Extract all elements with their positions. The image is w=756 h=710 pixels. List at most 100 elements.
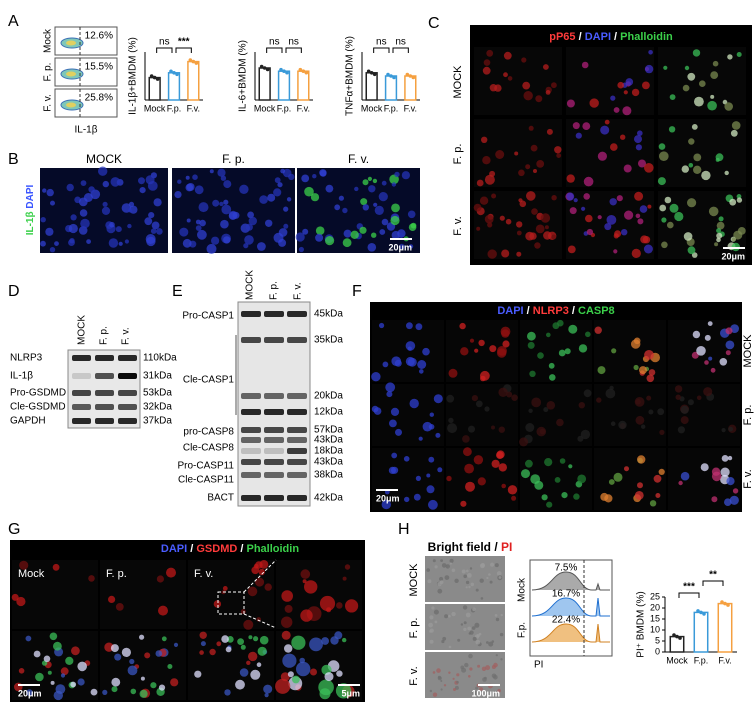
cell <box>287 671 294 678</box>
cell <box>60 667 69 676</box>
sig-bracket <box>156 47 173 53</box>
cell <box>399 243 405 250</box>
cell <box>192 174 198 180</box>
cell <box>46 188 54 197</box>
y-tick-label: 0 <box>655 646 660 656</box>
cell <box>691 351 699 359</box>
x-tick-label: F.v. <box>297 103 310 113</box>
cell <box>415 323 423 331</box>
cell <box>460 347 469 356</box>
cell <box>731 121 741 130</box>
cell <box>422 347 430 356</box>
cell <box>703 387 713 397</box>
cell <box>437 467 443 473</box>
cell <box>200 641 206 647</box>
kda-label: 20kDa <box>314 391 343 402</box>
cell <box>646 395 652 401</box>
cell <box>479 687 483 691</box>
cell <box>286 197 292 202</box>
cell <box>604 119 610 125</box>
cell <box>659 204 667 212</box>
cell <box>561 492 568 499</box>
cell <box>669 203 679 213</box>
cell <box>65 656 74 666</box>
cell <box>465 612 471 618</box>
cell <box>491 459 500 468</box>
cell <box>336 670 343 677</box>
cell <box>47 670 52 675</box>
sig-bracket <box>175 47 192 53</box>
cell <box>158 605 168 616</box>
cell <box>696 395 702 401</box>
blot-band <box>287 472 307 478</box>
cell <box>449 558 454 564</box>
cell <box>145 234 156 244</box>
cell <box>418 436 423 441</box>
cell <box>462 605 468 610</box>
cell <box>166 567 176 578</box>
cell <box>321 637 329 645</box>
cell <box>474 348 479 353</box>
cell <box>49 247 56 253</box>
cell <box>194 670 202 678</box>
cell <box>342 207 348 214</box>
cell <box>476 226 481 231</box>
cell <box>736 52 742 57</box>
cell <box>70 681 77 688</box>
cell <box>497 348 507 358</box>
cell <box>451 568 456 573</box>
cell <box>500 613 503 617</box>
replicate-dot <box>696 609 700 613</box>
cell <box>258 568 265 576</box>
cell <box>727 455 733 461</box>
cell <box>469 567 473 570</box>
y-axis-label: TNFα+BMDM (%) <box>345 36 356 116</box>
cell <box>371 232 377 238</box>
cell <box>564 348 571 355</box>
x-tick-label: F.p. <box>167 103 182 113</box>
kda-label: 42kDa <box>314 493 343 504</box>
micrograph <box>474 47 562 115</box>
cell <box>110 177 121 187</box>
cell <box>474 622 480 628</box>
cell <box>343 229 352 238</box>
cell <box>185 175 190 180</box>
cell <box>221 204 232 215</box>
cell <box>536 426 547 437</box>
cell <box>277 182 283 188</box>
cell <box>281 590 294 602</box>
blot-band <box>72 390 91 396</box>
cell <box>675 394 681 400</box>
cell <box>535 95 543 103</box>
cell <box>415 475 421 481</box>
cell <box>687 198 697 208</box>
cell <box>712 60 719 67</box>
blot-band <box>241 409 261 415</box>
row-label: F. p. <box>452 144 464 165</box>
cell <box>500 658 503 661</box>
cell <box>716 237 721 243</box>
cell <box>727 54 733 60</box>
replicate-dot <box>675 634 679 639</box>
cell <box>700 463 709 472</box>
cell <box>436 668 441 673</box>
cell <box>658 468 665 475</box>
cell <box>404 496 410 503</box>
cell <box>391 356 402 367</box>
cell <box>225 646 232 653</box>
cell <box>179 227 189 237</box>
cell <box>637 218 644 225</box>
cell <box>491 425 495 430</box>
row-label: F. v. <box>452 216 464 235</box>
cell <box>413 493 421 501</box>
cell <box>102 201 108 207</box>
stain-title: IL-1β/DAPI <box>25 185 36 236</box>
cell <box>90 688 98 696</box>
cell <box>35 672 44 682</box>
cell <box>448 417 454 424</box>
cell <box>422 421 433 432</box>
cell <box>609 198 617 206</box>
cell <box>448 368 458 378</box>
cell <box>488 573 491 576</box>
kda-label: 37kDa <box>143 416 172 427</box>
